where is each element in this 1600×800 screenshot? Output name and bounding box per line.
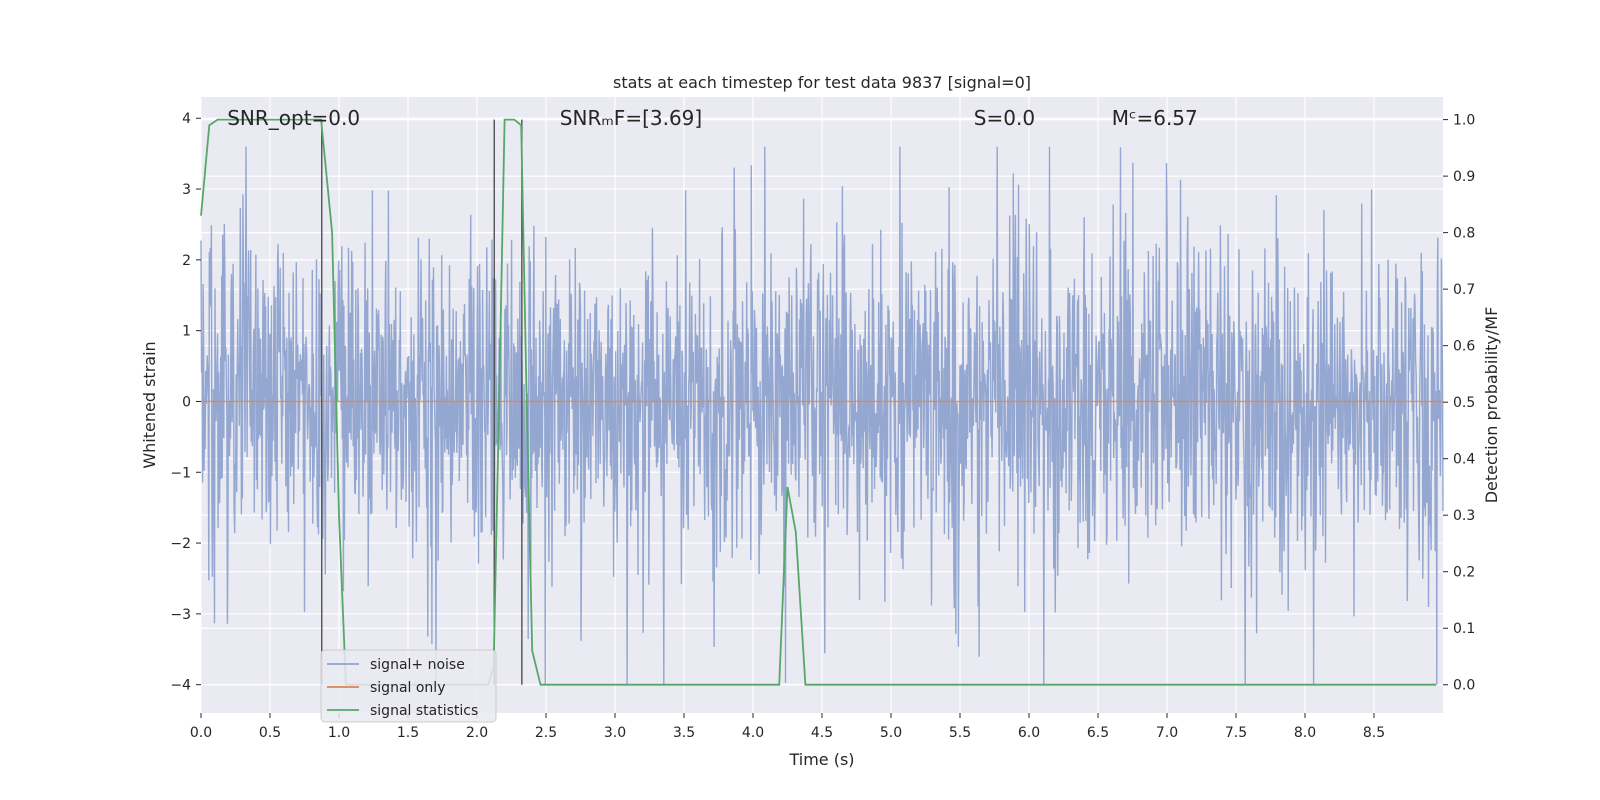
x-tick-label: 4.5 — [811, 725, 833, 741]
signal-plus-noise-line — [200, 146, 1444, 685]
x-tick-label: 7.0 — [1156, 725, 1178, 741]
y-tick-label: 3 — [182, 182, 191, 198]
signal-plus-noise-series — [200, 146, 1444, 685]
annotations: SNR_opt=0.0 SNRₘF=[3.69] S=0.0 Mᶜ=6.57 — [227, 106, 1198, 130]
x-tick-label: 5.5 — [949, 725, 971, 741]
y-axis-label: Whitened strain — [140, 341, 159, 468]
legend-entry: signal+ noise — [370, 657, 465, 673]
chart-title: stats at each timestep for test data 983… — [613, 73, 1031, 92]
signal-statistics-line — [200, 118, 1437, 686]
x-tick-label: 1.5 — [397, 725, 419, 741]
y2-tick-label: 0.3 — [1453, 508, 1475, 524]
legend-entry: signal only — [370, 680, 445, 696]
x-tick-label: 6.0 — [1018, 725, 1040, 741]
x-tick-label: 2.5 — [535, 725, 557, 741]
x-tick-label: 2.0 — [466, 725, 488, 741]
x-tick-label: 0.0 — [190, 725, 212, 741]
y-tick-label: −3 — [170, 607, 191, 623]
y2-tick-label: 0.9 — [1453, 169, 1475, 185]
y-tick-label: −1 — [170, 465, 191, 481]
legend-box — [320, 649, 497, 723]
legend-entry: signal statistics — [370, 703, 478, 719]
y-tick-label: 1 — [182, 324, 191, 340]
x-tick-label: 8.5 — [1363, 725, 1385, 741]
annotation-mc-value: Mᶜ=6.57 — [1112, 106, 1198, 130]
y2-tick-label: 0.5 — [1453, 395, 1475, 411]
y2-tick-label: 0.0 — [1453, 678, 1475, 694]
y-tick-label: −2 — [170, 536, 191, 552]
y-tick-label: 4 — [182, 111, 191, 127]
y-tick-label: −4 — [170, 678, 191, 694]
x-tick-label: 6.5 — [1087, 725, 1109, 741]
y2-tick-label: 0.8 — [1453, 226, 1475, 242]
y2-tick-label: 0.2 — [1453, 565, 1475, 581]
y-tick-label: 2 — [182, 253, 191, 269]
vertical-markers — [321, 119, 523, 685]
annotation-snr-mf: SNRₘF=[3.69] — [560, 106, 702, 130]
x-tick-label: 1.0 — [328, 725, 350, 741]
x-tick-label: 3.5 — [673, 725, 695, 741]
axis-ticks: 0.0 0.5 1.0 1.5 2.0 2.5 3.0 3.5 4.0 4.5 5.0 5.5 6.0 6… — [170, 111, 1475, 741]
annotation-s-value: S=0.0 — [974, 106, 1035, 130]
annotation-snr-opt: SNR_opt=0.0 — [227, 106, 360, 130]
y2-tick-label: 0.1 — [1453, 621, 1475, 637]
x-tick-label: 0.5 — [259, 725, 281, 741]
x-axis-label: Time (s) — [788, 750, 854, 769]
x-tick-label: 4.0 — [742, 725, 764, 741]
x-tick-label: 5.0 — [880, 725, 902, 741]
x-tick-label: 8.0 — [1294, 725, 1316, 741]
y2-tick-label: 1.0 — [1453, 113, 1475, 129]
y2-axis-label: Detection probability/MF — [1482, 307, 1501, 504]
signal-statistics-series — [200, 118, 1437, 686]
y2-tick-label: 0.4 — [1453, 452, 1475, 468]
y2-tick-label: 0.6 — [1453, 339, 1475, 355]
x-tick-label: 7.5 — [1225, 725, 1247, 741]
y-tick-label: 0 — [182, 394, 191, 410]
y2-tick-label: 0.7 — [1453, 282, 1475, 298]
x-tick-label: 3.0 — [604, 725, 626, 741]
legend: signal+ noise signal only signal statistic… — [320, 649, 497, 723]
